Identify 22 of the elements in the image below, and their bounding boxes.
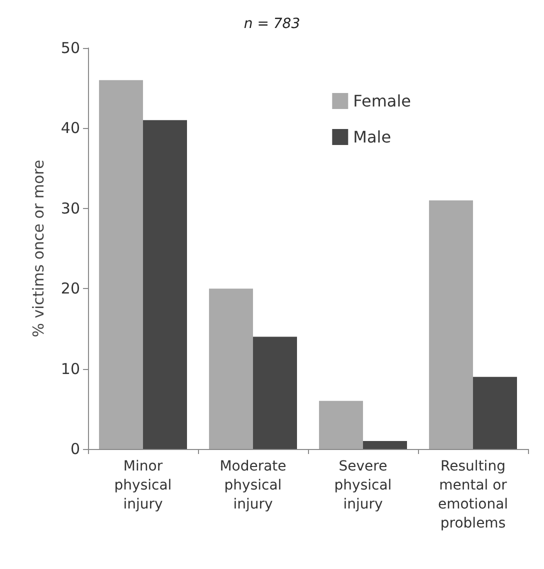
y-axis-title: % victims once or more (30, 160, 48, 338)
bar (473, 376, 517, 449)
y-tick-label: 30 (60, 199, 80, 218)
chart-title: n = 783 (244, 16, 300, 32)
legend-label: Male (353, 128, 392, 146)
x-tick-label: Resulting mental or emotional problems (438, 458, 508, 532)
bar (429, 200, 473, 449)
y-tick-label: 10 (60, 360, 80, 378)
y-tick-label: 50 (60, 39, 80, 57)
x-tick-label: Severe physical injury (334, 458, 392, 512)
bar (253, 336, 297, 449)
legend-label: Female (353, 92, 412, 110)
y-tick-label: 40 (60, 119, 80, 138)
bar (363, 440, 407, 449)
bar (209, 288, 253, 449)
x-tick-label: Moderate physical injury (220, 458, 286, 512)
y-tick-label: 0 (70, 440, 80, 458)
bar (99, 80, 143, 449)
bar (143, 120, 187, 449)
bar (319, 400, 363, 449)
x-tick-label: Minor physical injury (114, 458, 172, 512)
y-tick-label: 20 (60, 280, 80, 298)
